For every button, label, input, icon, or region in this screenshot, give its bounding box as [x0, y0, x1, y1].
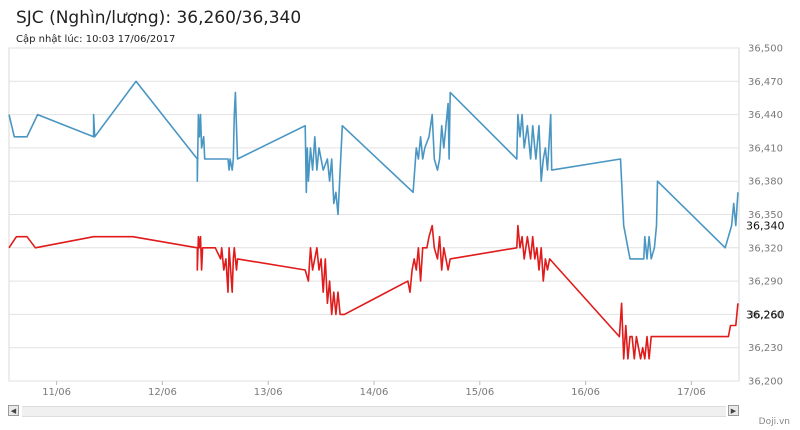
y-tick-label: 36,440	[748, 110, 783, 121]
x-tick-label: 13/06	[254, 387, 283, 398]
credit-label: Doji.vn	[758, 417, 790, 427]
y-tick-label: 36,290	[748, 277, 783, 288]
price-chart: 11/06 12/06 13/06 14/06 15/06 16/06 17/06 36,2…	[8, 44, 785, 398]
x-tick-label: 15/06	[465, 387, 494, 398]
y-tick-label: 36,500	[748, 44, 783, 55]
x-axis: 11/06 12/06 13/06 14/06 15/06 16/06 17/06	[42, 381, 706, 398]
x-tick-label: 14/06	[360, 387, 389, 398]
series-last-value-label: 36,340	[746, 220, 785, 233]
arrow-right-icon: ▶	[730, 407, 737, 415]
x-tick-label: 16/06	[571, 387, 600, 398]
y-tick-label: 36,470	[748, 77, 783, 88]
y-tick-label: 36,350	[748, 210, 783, 221]
y-axis: 36,20036,23036,26036,29036,32036,35036,3…	[748, 44, 783, 388]
series-line-2	[8, 224, 739, 360]
y-tick-label: 36,320	[748, 243, 783, 254]
chart-title: SJC (Nghìn/lượng): 36,260/36,340	[16, 8, 302, 28]
chart-grid	[8, 47, 740, 382]
arrow-left-icon: ◀	[10, 407, 17, 415]
x-tick-label: 11/06	[42, 387, 71, 398]
series-last-value-label: 36,260	[746, 308, 785, 321]
y-tick-label: 36,200	[748, 377, 783, 388]
scroll-right-button[interactable]: ▶	[728, 405, 739, 416]
series-line-1	[8, 80, 739, 260]
scroll-left-button[interactable]: ◀	[8, 405, 19, 416]
last-value-labels: 36,340 36,260	[746, 220, 785, 322]
updated-timestamp: Cập nhật lúc: 10:03 17/06/2017	[16, 34, 176, 45]
x-tick-label: 17/06	[677, 387, 706, 398]
y-tick-label: 36,410	[748, 143, 783, 154]
y-tick-label: 36,260	[748, 310, 783, 321]
series-layer	[8, 80, 739, 360]
y-tick-label: 36,230	[748, 343, 783, 354]
x-tick-label: 12/06	[148, 387, 177, 398]
navigator-scrollbar[interactable]	[22, 406, 726, 417]
y-tick-label: 36,380	[748, 177, 783, 188]
